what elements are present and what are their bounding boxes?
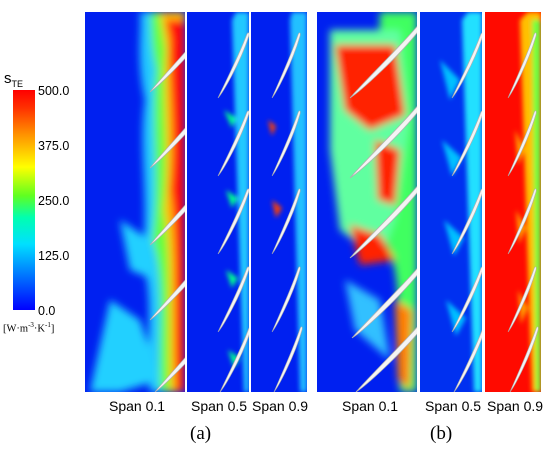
span-label-a-0.9: Span 0.9 [252, 398, 309, 414]
colorbar-tick-0: 0.0 [38, 304, 56, 318]
plot-b-span-0.1 [317, 12, 417, 392]
plot-a-span-0.1 [85, 12, 185, 392]
colorbar [13, 90, 35, 310]
colorbar-tick-500: 500.0 [38, 84, 70, 98]
colorbar-title: sTE [4, 70, 23, 89]
panel-label-a: (a) [190, 423, 212, 444]
panel-label-b: (b) [430, 423, 453, 444]
plot-b-span-0.5 [420, 12, 482, 392]
span-label-b-0.1: Span 0.1 [342, 398, 399, 414]
colorbar-tick-250: 250.0 [38, 194, 70, 208]
span-label-a-0.5: Span 0.5 [191, 398, 248, 414]
plot-a-span-0.9 [251, 12, 307, 392]
plot-b-span-0.9 [485, 12, 541, 392]
colorbar-title-sub: TE [11, 79, 24, 89]
span-label-b-0.9: Span 0.9 [487, 398, 544, 414]
colorbar-tick-125: 125.0 [38, 249, 70, 263]
colorbar-title-main: s [4, 70, 12, 87]
span-label-a-0.1: Span 0.1 [109, 398, 166, 414]
span-label-b-0.5: Span 0.5 [425, 398, 482, 414]
colorbar-unit: [W·m-3·K-1] [3, 321, 55, 335]
plot-a-span-0.5 [187, 12, 249, 392]
colorbar-tick-375: 375.0 [38, 139, 70, 153]
